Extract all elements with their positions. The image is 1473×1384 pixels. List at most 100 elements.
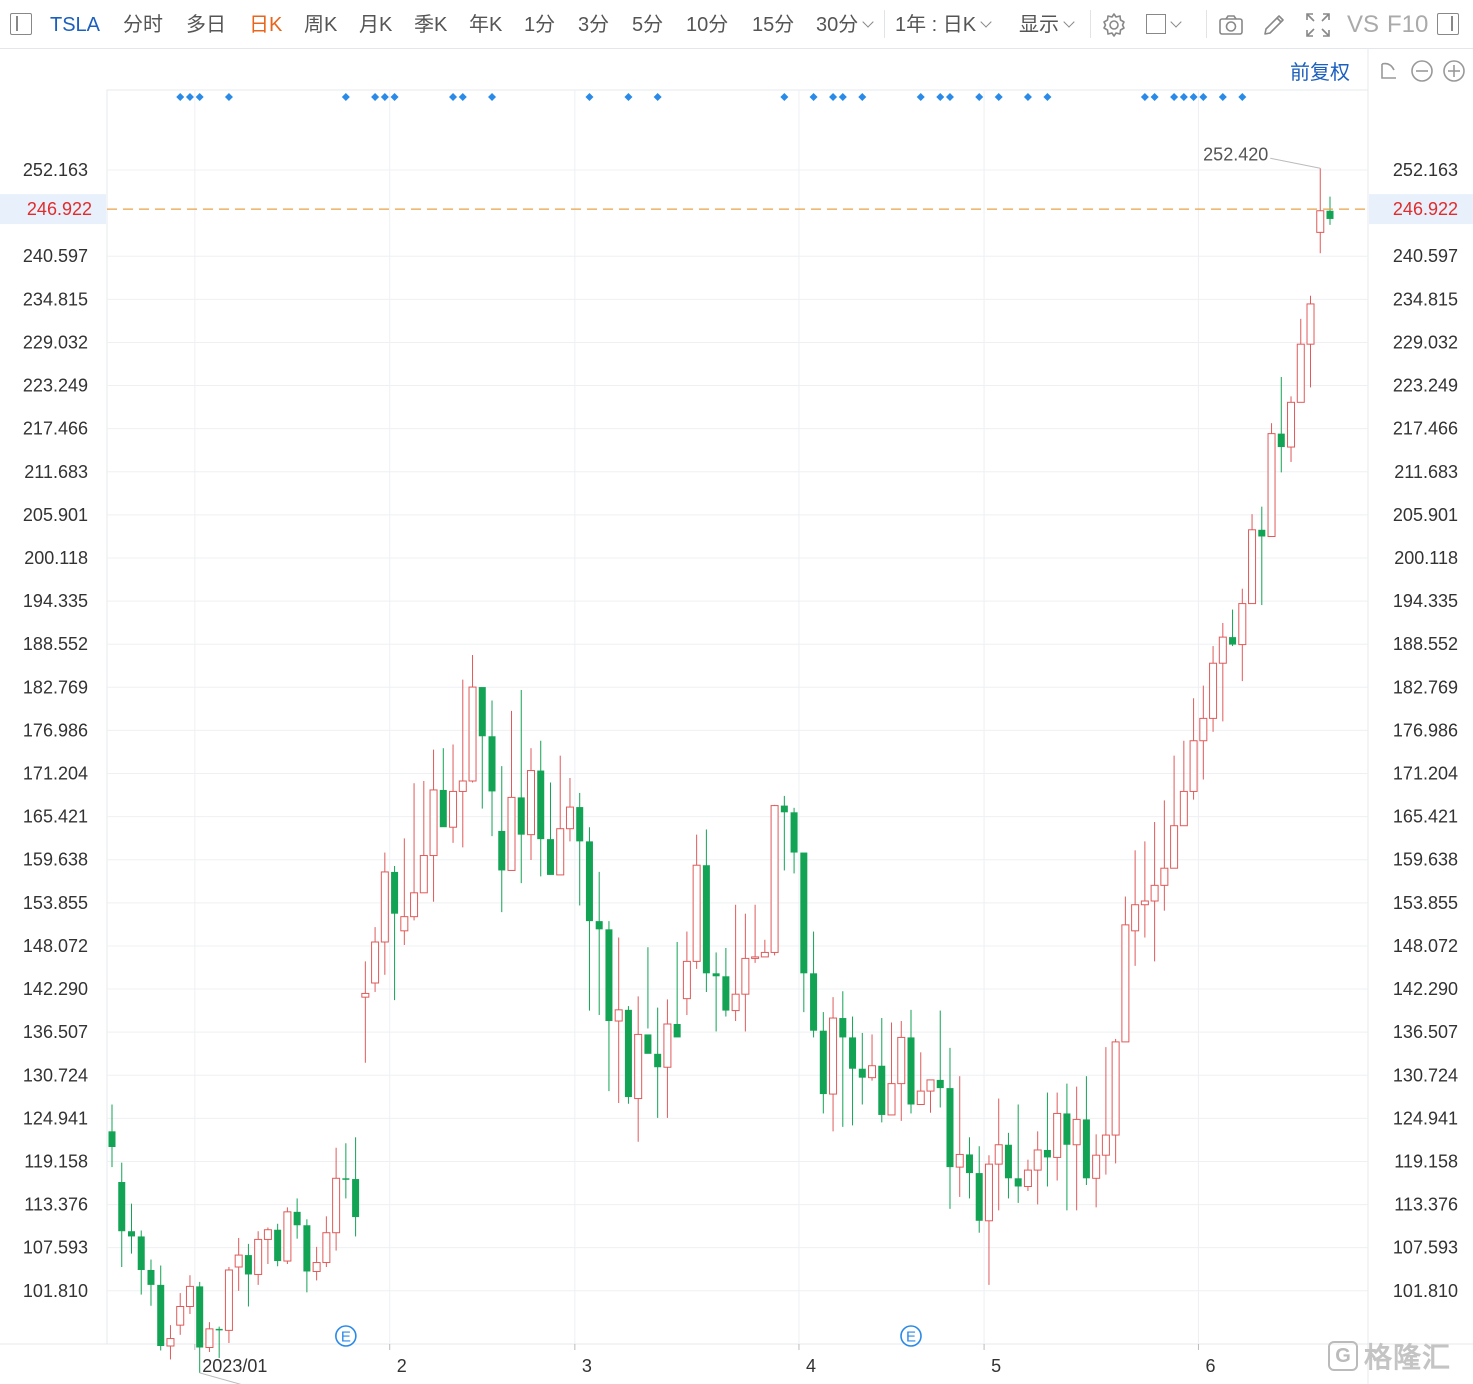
earnings-marker-icon[interactable] xyxy=(900,1325,922,1347)
watermark-logo-icon: G xyxy=(1328,1341,1358,1371)
event-diamond-icon[interactable] xyxy=(185,93,194,101)
candle xyxy=(127,1203,135,1254)
candle xyxy=(654,1007,662,1118)
y-tick-label-left: 234.815 xyxy=(23,289,88,309)
event-diamond-icon[interactable] xyxy=(936,93,945,101)
candle xyxy=(936,1010,944,1108)
layout-select[interactable] xyxy=(1146,0,1182,48)
event-diamond-icon[interactable] xyxy=(390,93,399,101)
candlestick-chart[interactable]: 252.163 240.597 234.815 229.032 223.249 217.4… xyxy=(0,48,1473,1384)
event-diamond-icon[interactable] xyxy=(1238,93,1247,101)
tab-0[interactable]: 分时 xyxy=(123,14,163,36)
tab-2[interactable]: 日K xyxy=(249,14,283,36)
y-tick-label-right: 234.815 xyxy=(1393,289,1458,309)
chart-controls xyxy=(1381,60,1465,82)
current-price-label-left: 246.922 xyxy=(27,199,92,219)
tab-3[interactable]: 周K xyxy=(304,14,338,36)
y-tick-label-right: 148.072 xyxy=(1393,936,1458,956)
event-diamond-icon[interactable] xyxy=(994,93,1003,101)
candle-body xyxy=(722,976,730,1011)
event-diamond-icon[interactable] xyxy=(838,93,847,101)
earnings-marker-label: E xyxy=(906,1329,916,1346)
vs-compare-button[interactable]: VS xyxy=(1347,11,1380,38)
candle-body xyxy=(1229,637,1237,645)
tab-11[interactable]: 15分 xyxy=(752,14,795,36)
candle xyxy=(829,997,838,1132)
candle-body xyxy=(1014,1178,1022,1187)
event-diamond-icon[interactable] xyxy=(1170,93,1179,101)
tab-6[interactable]: 年K xyxy=(469,14,503,36)
tab-12[interactable]: 30分 xyxy=(816,0,874,48)
event-diamond-icon[interactable] xyxy=(585,93,594,101)
candle-body xyxy=(916,1090,925,1106)
candle xyxy=(371,927,380,992)
candle-body xyxy=(303,1225,311,1272)
display-select[interactable]: 显示 xyxy=(1019,0,1075,48)
event-diamond-icon[interactable] xyxy=(916,93,925,101)
camera-icon[interactable] xyxy=(1218,12,1244,38)
settings-gear-icon[interactable] xyxy=(1101,12,1127,38)
f10-button[interactable]: F10 xyxy=(1387,11,1429,38)
tab-9[interactable]: 5分 xyxy=(632,14,664,36)
reset-icon[interactable] xyxy=(1381,62,1396,79)
earnings-marker-icon[interactable] xyxy=(335,1325,357,1347)
candle-body xyxy=(585,841,593,922)
event-diamond-icon[interactable] xyxy=(371,93,380,101)
event-diamond-icon[interactable] xyxy=(195,93,204,101)
tab-10[interactable]: 10分 xyxy=(686,14,729,36)
candle xyxy=(263,1227,272,1265)
candle-body xyxy=(546,839,554,875)
event-diamond-icon[interactable] xyxy=(1150,93,1159,101)
event-diamond-icon[interactable] xyxy=(176,93,185,101)
event-diamond-icon[interactable] xyxy=(858,93,867,101)
event-diamond-icon[interactable] xyxy=(1199,93,1208,101)
tab-5[interactable]: 季K xyxy=(414,14,448,36)
candle xyxy=(868,1034,877,1081)
sidebar-toggle-icon[interactable] xyxy=(10,13,32,35)
event-diamond-icon[interactable] xyxy=(449,93,458,101)
event-diamond-icon[interactable] xyxy=(945,93,954,101)
zoom-out-icon[interactable] xyxy=(1411,60,1433,82)
tab-1[interactable]: 多日 xyxy=(186,14,226,36)
event-diamond-icon[interactable] xyxy=(780,93,789,101)
event-diamond-icon[interactable] xyxy=(488,93,497,101)
candle xyxy=(468,655,477,783)
candle xyxy=(1092,1134,1101,1208)
tab-4[interactable]: 月K xyxy=(359,14,393,36)
y-tick-label-right: 124.941 xyxy=(1393,1108,1458,1128)
range-select[interactable]: 1年 : 日K xyxy=(895,0,992,48)
event-diamond-icon[interactable] xyxy=(829,93,838,101)
symbol-label[interactable]: TSLA xyxy=(50,14,101,36)
event-diamond-icon[interactable] xyxy=(1179,93,1188,101)
event-diamond-icon[interactable] xyxy=(1189,93,1198,101)
fullscreen-icon[interactable] xyxy=(1305,12,1331,38)
tab-8[interactable]: 3分 xyxy=(578,14,610,36)
candle-body xyxy=(731,993,740,1012)
event-diamond-icon[interactable] xyxy=(975,93,984,101)
event-diamond-icon[interactable] xyxy=(458,93,467,101)
event-diamond-icon[interactable] xyxy=(1023,93,1032,101)
tab-7[interactable]: 1分 xyxy=(524,14,556,36)
pencil-draw-icon[interactable] xyxy=(1261,12,1287,38)
y-tick-label-right: 113.376 xyxy=(1394,1195,1458,1215)
event-diamond-icon[interactable] xyxy=(224,93,233,101)
event-diamond-icon[interactable] xyxy=(624,93,633,101)
event-diamond-icon[interactable] xyxy=(1218,93,1227,101)
event-diamond-icon[interactable] xyxy=(380,93,389,101)
candle-body xyxy=(1179,790,1188,827)
candle xyxy=(196,1281,204,1373)
event-diamond-icon[interactable] xyxy=(341,93,350,101)
candle-body xyxy=(1004,1144,1012,1179)
zoom-in-icon[interactable] xyxy=(1443,60,1465,82)
adjust-mode-button[interactable]: 前复权 xyxy=(1290,62,1350,84)
current-price-badge-left xyxy=(0,194,106,225)
event-diamond-icon[interactable] xyxy=(809,93,818,101)
right-panel-toggle-icon[interactable] xyxy=(1437,13,1459,35)
candle-body xyxy=(1033,1149,1042,1171)
event-diamond-icon[interactable] xyxy=(1140,93,1149,101)
event-diamond-icon[interactable] xyxy=(653,93,662,101)
event-diamond-icon[interactable] xyxy=(1043,93,1052,101)
y-tick-label-right: 101.810 xyxy=(1393,1281,1458,1301)
candle xyxy=(800,852,808,1013)
